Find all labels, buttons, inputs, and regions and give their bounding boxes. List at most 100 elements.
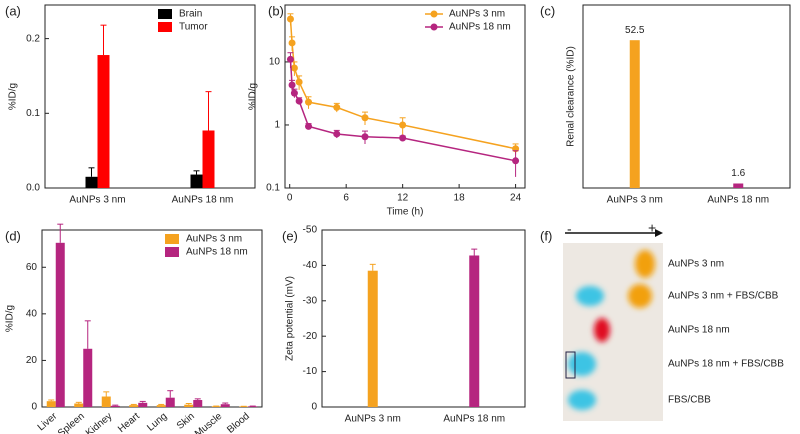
panel-label: (e) (282, 228, 298, 243)
y-axis-label: Renal clearance (%ID) (566, 46, 577, 147)
y-axis-label: %ID/g (248, 83, 259, 110)
legend-marker (165, 234, 179, 244)
panel-label: (a) (5, 3, 21, 18)
point (305, 122, 313, 130)
x-tick-label: 0 (287, 193, 293, 204)
legend-marker (158, 9, 172, 19)
y-tick-label: 0.1 (26, 108, 40, 119)
bar (46, 401, 56, 407)
y-tick-label: 10 (269, 57, 281, 68)
x-tick-label: AuNPs 3 nm (69, 195, 125, 206)
bar (165, 397, 175, 407)
point (399, 121, 407, 129)
point (399, 134, 407, 142)
y-tick-label: 40 (26, 308, 38, 319)
legend-marker (430, 10, 438, 18)
legend-label: AuNPs 3 nm (449, 9, 505, 20)
lane-label: FBS/CBB (668, 395, 711, 406)
bar (138, 402, 148, 407)
y-tick-label: 0.1 (266, 183, 280, 194)
bar (367, 270, 378, 407)
lane-label: AuNPs 18 nm + FBS/CBB (668, 359, 784, 370)
bar (110, 405, 120, 407)
y-tick-label: -20 (303, 331, 318, 342)
band (635, 250, 655, 278)
legend-marker (158, 22, 172, 32)
x-tick-label: Kidney (84, 411, 114, 434)
x-tick-label: Heart (116, 411, 142, 434)
plot-frame (284, 4, 526, 189)
band (594, 318, 610, 342)
y-tick-label: 0.0 (26, 183, 40, 194)
y-tick-label: -40 (303, 260, 318, 271)
bar (211, 406, 221, 407)
y-tick-label: -10 (303, 366, 318, 377)
point (290, 89, 298, 97)
bar (83, 348, 93, 407)
point (295, 78, 303, 86)
bar (220, 404, 230, 407)
x-tick-label: 18 (454, 193, 466, 204)
y-tick-label: 20 (26, 355, 38, 366)
lane-label: AuNPs 3 nm (668, 259, 724, 270)
legend-label: Brain (179, 9, 202, 20)
band (576, 286, 604, 306)
point (512, 157, 520, 165)
point (333, 130, 341, 138)
y-tick-label: -50 (303, 225, 318, 236)
x-tick-label: Muscle (193, 411, 225, 434)
bar (733, 183, 744, 188)
panel-label: (f) (540, 228, 552, 243)
x-tick-label: 24 (510, 193, 522, 204)
point (290, 64, 298, 72)
plot-frame (41, 229, 263, 408)
bar (74, 403, 84, 407)
y-axis-label: %ID/g (8, 83, 19, 110)
band (628, 284, 652, 308)
x-tick-label: Spleen (56, 411, 87, 434)
band (568, 390, 596, 410)
x-tick-label: Lung (145, 411, 169, 434)
x-tick-label: AuNPs 18 nm (707, 195, 769, 206)
point (288, 81, 296, 89)
plot-frame (44, 4, 256, 189)
y-axis-label: Zeta potential (mV) (285, 276, 296, 361)
panel-label: (c) (540, 3, 555, 18)
legend-label: AuNPs 18 nm (449, 22, 511, 33)
y-tick-label: 60 (26, 262, 38, 273)
value-label: 52.5 (625, 25, 645, 36)
point (361, 133, 369, 141)
bar (55, 242, 65, 407)
bar (184, 404, 194, 407)
x-tick-label: AuNPs 18 nm (172, 195, 234, 206)
arrow-head (655, 229, 663, 237)
x-tick-label: AuNPs 3 nm (345, 414, 401, 425)
bar (129, 405, 139, 407)
bar (202, 130, 215, 188)
plot-frame (321, 229, 526, 408)
point (286, 55, 294, 63)
x-tick-label: 6 (343, 193, 349, 204)
panel-label: (b) (268, 3, 284, 18)
bar (156, 405, 166, 407)
y-tick-label: 1 (274, 120, 280, 131)
bar (190, 174, 203, 188)
point (288, 39, 296, 47)
x-axis-label: Time (h) (387, 207, 424, 218)
lane-label: AuNPs 3 nm + FBS/CBB (668, 291, 779, 302)
x-tick-label: Skin (175, 411, 197, 432)
value-label: 1.6 (731, 168, 745, 179)
legend-marker (430, 23, 438, 31)
legend-marker (165, 247, 179, 257)
legend-label: AuNPs 18 nm (186, 247, 248, 258)
legend-label: Tumor (179, 22, 208, 33)
point (305, 98, 313, 106)
bar (97, 55, 110, 189)
y-axis-label: %ID/g (5, 305, 16, 332)
y-tick-label: -30 (303, 295, 318, 306)
bar (85, 176, 98, 188)
x-tick-label: Blood (225, 411, 252, 434)
point (361, 114, 369, 122)
legend-label: AuNPs 3 nm (186, 234, 242, 245)
